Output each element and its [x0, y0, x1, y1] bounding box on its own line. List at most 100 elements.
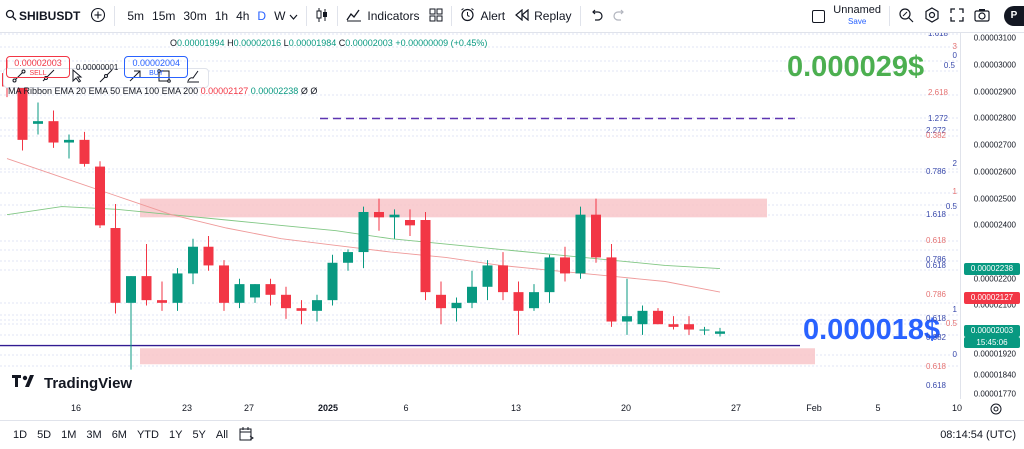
range-1y[interactable]: 1Y [168, 429, 183, 441]
fib-level-label: 0 [952, 350, 957, 359]
low-label: L [283, 38, 289, 48]
candle-body [715, 331, 725, 334]
undo-button[interactable] [584, 0, 608, 33]
timeframe-15m[interactable]: 15m [152, 9, 176, 23]
timeframe-1h[interactable]: 1h [214, 9, 229, 23]
fib-level-label: 0.5 [943, 61, 955, 70]
spread-value: 0.00000001 [76, 62, 119, 72]
price-chart[interactable] [0, 33, 960, 399]
candle-body [436, 294, 446, 309]
candle-body [591, 214, 601, 258]
rewind-icon [515, 8, 529, 24]
candle-body [389, 214, 400, 218]
range-6m[interactable]: 6M [111, 429, 127, 441]
tradingview-logo: TradingView [12, 374, 132, 392]
timeframe-4h[interactable]: 4h [236, 9, 250, 23]
arrow-tool-icon[interactable] [128, 69, 142, 88]
symbol-name: SHIBUSDT [19, 9, 81, 23]
indicator-legend[interactable]: MA Ribbon EMA 20 EMA 50 EMA 100 EMA 200 … [8, 86, 317, 96]
search-icon [5, 9, 17, 24]
range-3m[interactable]: 3M [86, 429, 102, 441]
fullscreen-icon [950, 7, 964, 25]
chevron-down-icon[interactable] [289, 9, 298, 23]
plus-circle-icon [90, 7, 106, 26]
divider [337, 6, 339, 26]
chart-type-button[interactable] [310, 0, 334, 33]
trendline-tool-icon[interactable] [12, 69, 26, 88]
brush-tool-icon[interactable] [186, 69, 200, 88]
candle-body [498, 265, 508, 293]
time-axis[interactable]: 16 23 27 2025 6 13 20 27 Feb 5 10 [0, 399, 1024, 420]
tv-logo-icon [12, 374, 38, 392]
range-1m[interactable]: 1M [61, 429, 77, 441]
sell-price: 0.00002003 [14, 58, 62, 68]
price-tick-label: 0.00001840 [973, 370, 1016, 380]
candle-body [172, 273, 183, 303]
buy-button[interactable]: 0.00002004 BUY [124, 56, 189, 78]
quick-search-button[interactable] [893, 0, 919, 33]
candles-icon [315, 7, 329, 26]
settings-button[interactable] [919, 0, 945, 33]
sell-button[interactable]: 0.00002003 SELL [6, 56, 70, 78]
layouts-button[interactable] [424, 0, 448, 33]
ema50-price-tag: 0.00002238 [964, 262, 1020, 275]
candle-body [234, 284, 245, 303]
rectangle-tool-icon[interactable] [157, 68, 172, 88]
candle-body [219, 265, 229, 303]
candle-body [157, 300, 167, 303]
candle-body [637, 310, 648, 325]
candle-body [281, 294, 291, 309]
price-tick-label: 0.00002100 [973, 300, 1016, 310]
utc-clock[interactable]: 08:14:54 (UTC) [940, 429, 1016, 441]
timeframe-5m[interactable]: 5m [127, 9, 145, 23]
chart-area[interactable]: O0.00001994 H0.00002016 L0.00001984 C0.0… [0, 33, 960, 399]
time-tick-label: 20 [620, 403, 632, 413]
time-tick-label: 10 [951, 403, 963, 413]
timeframe-30m[interactable]: 30m [183, 9, 207, 23]
goto-date-icon[interactable] [990, 403, 1002, 417]
time-tick-label: Feb [806, 403, 822, 413]
range-ytd[interactable]: YTD [136, 429, 159, 441]
candle-body [482, 265, 493, 287]
date-range-icon[interactable] [239, 426, 255, 444]
divider [306, 6, 308, 26]
indicator-params: EMA 20 EMA 50 EMA 100 EMA 200 [54, 86, 199, 96]
candle-body [64, 139, 74, 143]
symbol-search[interactable]: SHIBUSDT [0, 0, 85, 33]
indicators-label: Indicators [367, 9, 420, 23]
layout-save-button[interactable]: Unnamed Save [807, 0, 886, 33]
sell-label: SELL [29, 70, 47, 77]
indicators-icon [346, 8, 362, 25]
candle-body [126, 276, 136, 303]
high-label: H [227, 38, 234, 48]
camera-icon [974, 8, 990, 25]
range-5d[interactable]: 5D [37, 429, 52, 441]
divider [114, 6, 116, 26]
fib-level-label: 2 [952, 159, 957, 168]
price-tick-label: 0.00003100 [973, 33, 1016, 43]
candle-body [250, 284, 260, 298]
price-axis[interactable]: 0.00003100 0.00003000 0.00002900 0.00002800… [960, 33, 1024, 399]
line-tool-icon[interactable] [99, 69, 113, 88]
compare-symbol-button[interactable] [85, 0, 111, 33]
range-all[interactable]: All [215, 429, 229, 441]
fib-level-label: 0.786 [925, 255, 946, 264]
cursor-tool-icon[interactable] [70, 68, 84, 88]
ema20-price-tag: 0.00002127 [964, 292, 1020, 305]
timeframe-D[interactable]: D [257, 9, 267, 23]
range-1d[interactable]: 1D [13, 429, 28, 441]
square-icon [812, 9, 826, 23]
replay-button[interactable]: Replay [510, 0, 576, 33]
price-tick-label: 0.00003000 [973, 60, 1016, 70]
candle-body [622, 316, 632, 322]
fullscreen-button[interactable] [945, 0, 969, 33]
timeframe-W[interactable]: W [274, 9, 286, 23]
indicators-button[interactable]: Indicators [341, 0, 424, 33]
alert-button[interactable]: Alert [455, 0, 510, 33]
snapshot-button[interactable] [969, 0, 995, 33]
publish-button[interactable]: P [995, 0, 1024, 33]
price-tick-label: 0.00002700 [973, 140, 1016, 150]
undo-icon [589, 9, 603, 24]
redo-button[interactable] [608, 0, 632, 33]
range-5y[interactable]: 5Y [192, 429, 206, 441]
